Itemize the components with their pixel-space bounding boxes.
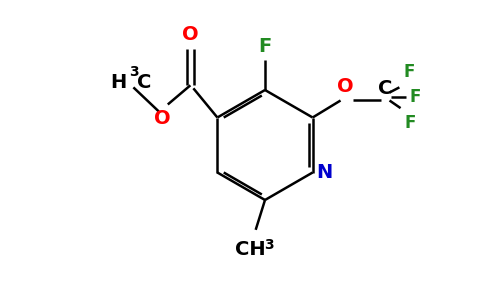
Text: F: F — [403, 63, 415, 81]
Text: O: O — [337, 77, 354, 97]
Text: 3: 3 — [264, 238, 273, 252]
Text: H: H — [110, 73, 126, 92]
Text: F: F — [409, 88, 421, 106]
Text: C: C — [378, 79, 393, 98]
Text: O: O — [182, 25, 199, 44]
Text: F: F — [258, 37, 272, 56]
Text: CH: CH — [235, 240, 266, 259]
Text: O: O — [154, 110, 171, 128]
Text: N: N — [317, 163, 333, 182]
Text: 3: 3 — [129, 65, 139, 80]
Text: F: F — [405, 114, 416, 132]
Text: C: C — [137, 73, 152, 92]
